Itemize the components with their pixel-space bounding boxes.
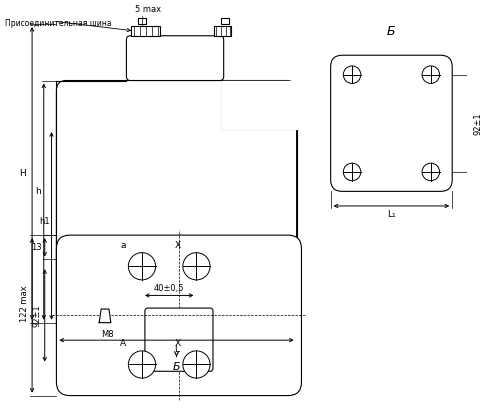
Bar [221,18,228,24]
Circle shape [422,163,440,181]
FancyBboxPatch shape [57,235,301,396]
Text: X: X [175,241,181,250]
Text: H: H [20,169,26,178]
Text: 92±1: 92±1 [474,112,480,134]
Text: Б: Б [387,25,396,38]
Text: h: h [35,187,41,197]
Text: 5 max: 5 max [135,5,161,14]
FancyBboxPatch shape [331,55,452,191]
Text: 92±1: 92±1 [33,304,42,327]
Text: Б: Б [173,362,180,372]
Text: 40±0,5: 40±0,5 [154,285,184,293]
Circle shape [343,163,361,181]
Text: a: a [121,241,126,250]
Text: 122 max: 122 max [20,285,29,322]
Polygon shape [99,309,111,323]
Circle shape [128,351,156,378]
Text: A: A [120,339,126,348]
Bar [138,18,146,24]
FancyBboxPatch shape [57,80,297,323]
Text: 13: 13 [31,243,42,252]
Bar [132,26,160,36]
Text: L: L [174,345,179,354]
Text: h1: h1 [39,217,49,225]
Circle shape [183,351,210,378]
Text: X: X [175,339,181,348]
Circle shape [183,253,210,280]
FancyBboxPatch shape [126,36,224,80]
Circle shape [422,66,440,83]
Text: Присоединительная шина: Присоединительная шина [5,19,111,28]
Circle shape [343,66,361,83]
Bar [214,26,231,36]
Polygon shape [222,80,297,129]
FancyBboxPatch shape [145,308,213,371]
Text: M8: M8 [101,331,113,339]
Text: L₁: L₁ [387,210,396,219]
Circle shape [128,253,156,280]
